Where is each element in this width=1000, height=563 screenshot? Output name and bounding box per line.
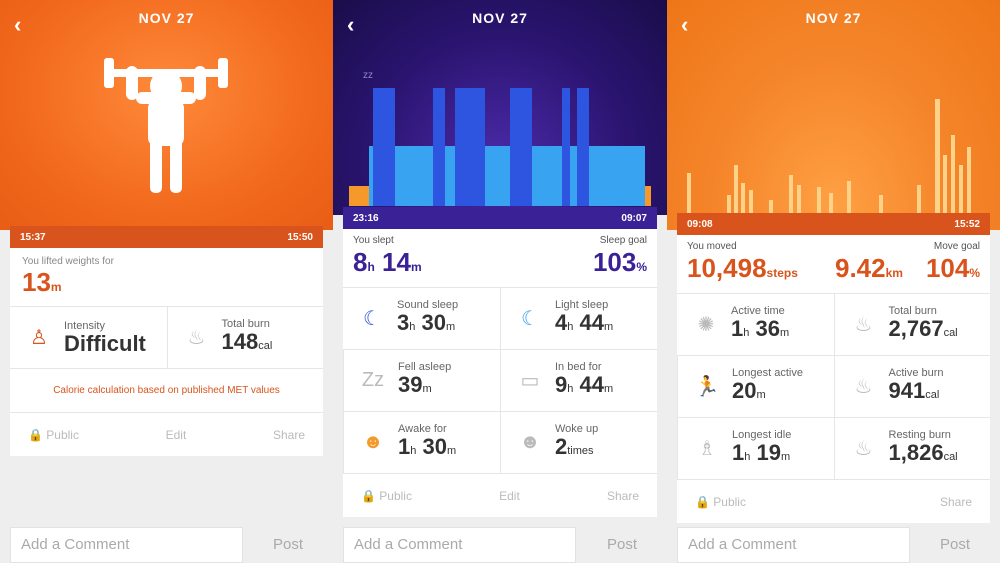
- km-value: 9.42km: [835, 253, 903, 283]
- edit-button[interactable]: Edit: [165, 427, 187, 442]
- in-bed-cell: ▭ In bed for 9h 44m: [500, 349, 657, 411]
- post-button[interactable]: Post: [606, 536, 637, 553]
- flame-icon: ♨: [187, 327, 206, 349]
- total-burn-cell: ♨ Total burn 148cal: [166, 306, 323, 368]
- sleep-actions: 🔒 Public Edit Share: [343, 473, 657, 517]
- edit-button[interactable]: Edit: [499, 488, 520, 503]
- burst-icon: ✺: [697, 314, 715, 336]
- workout-card: 15:37 15:50 You lifted weights for 13m ♙…: [10, 226, 323, 456]
- bed-icon: ▭: [520, 370, 540, 392]
- public-toggle[interactable]: 🔒 Public: [361, 488, 412, 503]
- share-button[interactable]: Share: [606, 488, 639, 503]
- sleep-stats: ☾ Sound sleep 3h 30m ☾ Light sleep 4h 44m Zz…: [343, 287, 657, 473]
- met-note: Calorie calculation based on published M…: [53, 385, 280, 396]
- post-button[interactable]: Post: [939, 536, 970, 553]
- back-icon[interactable]: ‹: [681, 12, 689, 37]
- slept-duration: 8h 14m: [353, 247, 422, 277]
- steps-chart: [687, 99, 971, 215]
- zz-sleep-icon: Zz: [361, 369, 385, 391]
- move-hero: ‹ NOV 27: [667, 0, 1000, 230]
- page-title: NOV 27: [472, 10, 528, 26]
- awake-cell: ☻ Awake for 1h 30m: [343, 411, 500, 473]
- move-time-bar: 09:08 15:52: [677, 213, 990, 235]
- workout-time-bar: 15:37 15:50: [10, 226, 323, 248]
- post-button[interactable]: Post: [272, 536, 303, 553]
- face-neutral-icon: ☻: [519, 431, 541, 453]
- back-icon[interactable]: ‹: [347, 12, 355, 37]
- zz-icon: zz: [363, 70, 373, 81]
- workout-stats: ♙ Intensity Difficult ♨ Total burn 148ca…: [10, 306, 323, 368]
- move-panel: ‹ NOV 27 09:08 15:52 You moved: [667, 0, 1000, 563]
- workout-hero: ‹ NOV 27: [0, 0, 333, 230]
- resting-burn-cell: ♨ Resting burn 1,826cal: [833, 417, 990, 479]
- move-goal-value: 104%: [925, 253, 980, 283]
- fell-asleep-cell: Zz Fell asleep 39m: [343, 349, 500, 411]
- flame-icon: ♨: [854, 314, 873, 336]
- move-stats: ✺ Active time 1h 36m ♨ Total burn 2,767cal 🏃…: [677, 293, 990, 479]
- steps-value: 10,498steps: [687, 253, 798, 283]
- share-button[interactable]: Share: [939, 494, 972, 509]
- chair-icon: ♗: [698, 438, 716, 460]
- workout-actions: 🔒 Public Edit Share: [10, 412, 323, 456]
- sleep-panel: ‹ NOV 27 zz 23:16 09:07 You: [333, 0, 667, 563]
- sound-sleep-cell: ☾ Sound sleep 3h 30m: [343, 287, 500, 349]
- moon-light-icon: ☾: [521, 308, 539, 330]
- longest-idle-cell: ♗ Longest idle 1h 19m: [677, 417, 834, 479]
- intensity-cell: ♙ Intensity Difficult: [10, 306, 167, 368]
- page-title: NOV 27: [138, 10, 195, 26]
- workout-panel: ‹ NOV 27 15:37 15:50 You lifted wei: [0, 0, 333, 563]
- runner-icon: 🏃: [694, 376, 720, 398]
- flame-icon: ♨: [854, 438, 873, 460]
- page-title: NOV 27: [805, 10, 862, 26]
- move-actions: 🔒 Public Share: [677, 479, 990, 523]
- comment-input[interactable]: Add a Comment: [677, 527, 910, 563]
- public-toggle[interactable]: 🔒 Public: [695, 494, 746, 509]
- share-button[interactable]: Share: [272, 427, 305, 442]
- moon-icon: ☾: [363, 308, 381, 330]
- active-time-cell: ✺ Active time 1h 36m: [677, 293, 834, 355]
- comment-input[interactable]: Add a Comment: [343, 527, 576, 563]
- back-icon[interactable]: ‹: [14, 12, 22, 37]
- face-icon: ☻: [362, 431, 384, 453]
- weightlifter-small-icon: ♙: [30, 327, 48, 349]
- summary-label: You lifted weights for: [22, 256, 114, 267]
- sleep-chart: [349, 88, 651, 206]
- move-card: 09:08 15:52 You moved Move goal 10,498st…: [677, 213, 990, 523]
- sleep-time-bar: 23:16 09:07: [343, 207, 657, 229]
- sleep-card: 23:16 09:07 You slept Sleep goal 8h 14m …: [343, 207, 657, 517]
- woke-up-cell: ☻ Woke up 2times: [500, 411, 657, 473]
- active-burn-cell: ♨ Active burn 941cal: [833, 355, 990, 417]
- public-toggle[interactable]: 🔒 Public: [28, 427, 79, 442]
- duration-value: 13m: [22, 267, 62, 297]
- comment-input[interactable]: Add a Comment: [10, 527, 243, 563]
- weightlifter-icon: [104, 58, 228, 193]
- sleep-goal-value: 103%: [592, 247, 647, 277]
- flame-icon: ♨: [854, 376, 873, 398]
- total-burn-cell: ♨ Total burn 2,767cal: [833, 293, 990, 355]
- sleep-hero: ‹ NOV 27 zz: [333, 0, 667, 215]
- longest-active-cell: 🏃 Longest active 20m: [677, 355, 834, 417]
- light-sleep-cell: ☾ Light sleep 4h 44m: [500, 287, 657, 349]
